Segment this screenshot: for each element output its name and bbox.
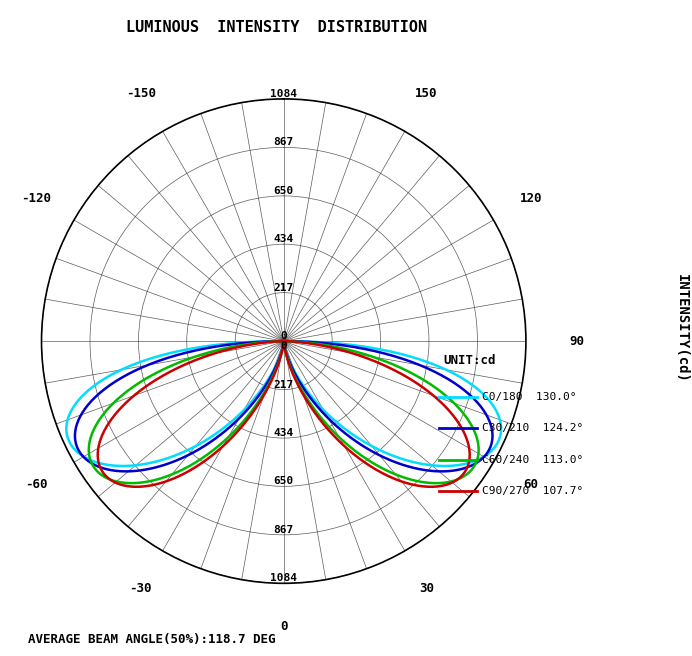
Text: -60: -60 [25, 478, 48, 491]
Text: 60: 60 [524, 478, 539, 491]
Text: 120: 120 [520, 192, 543, 205]
Text: 650: 650 [273, 186, 294, 196]
Text: 0: 0 [280, 621, 287, 634]
Text: 217: 217 [273, 380, 294, 390]
Text: 867: 867 [273, 525, 294, 535]
Text: 434: 434 [273, 234, 294, 244]
Text: UNIT:cd: UNIT:cd [443, 354, 495, 367]
Text: 0: 0 [280, 331, 287, 341]
Text: C60/240  113.0°: C60/240 113.0° [482, 455, 583, 465]
Text: INTENSITY(cd): INTENSITY(cd) [675, 274, 689, 382]
Text: C90/270  107.7°: C90/270 107.7° [482, 486, 583, 497]
Text: 1084: 1084 [270, 573, 298, 583]
Text: C30/210  124.2°: C30/210 124.2° [482, 423, 583, 434]
Text: 1084: 1084 [270, 89, 298, 99]
Text: -30: -30 [129, 582, 152, 595]
Text: 217: 217 [273, 283, 294, 293]
Text: C0/180  130.0°: C0/180 130.0° [482, 392, 577, 402]
Text: LUMINOUS  INTENSITY  DISTRIBUTION: LUMINOUS INTENSITY DISTRIBUTION [126, 20, 428, 35]
Text: -120: -120 [21, 192, 51, 205]
Text: -150: -150 [126, 87, 156, 100]
Text: 90: 90 [570, 335, 585, 348]
Text: 0: 0 [280, 341, 287, 351]
Text: 867: 867 [273, 137, 294, 148]
Text: 150: 150 [415, 87, 438, 100]
Text: AVERAGE BEAM ANGLE(50%):118.7 DEG: AVERAGE BEAM ANGLE(50%):118.7 DEG [28, 633, 275, 646]
Text: 434: 434 [273, 428, 294, 438]
Text: 650: 650 [273, 476, 294, 486]
Text: 30: 30 [419, 582, 434, 595]
